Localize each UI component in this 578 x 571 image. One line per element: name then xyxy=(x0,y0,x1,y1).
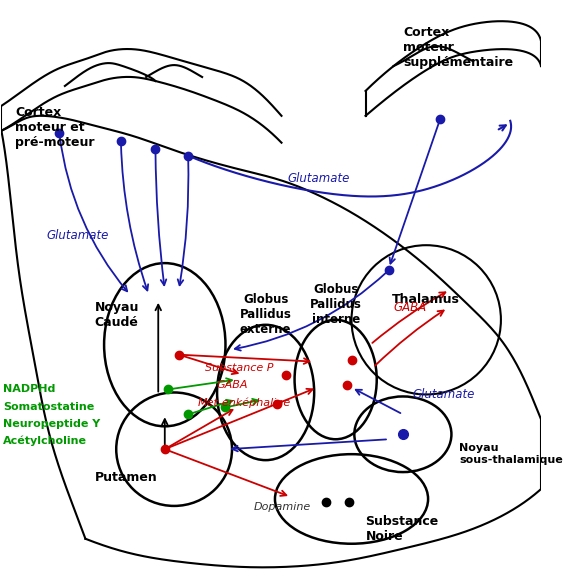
Text: Glutamate: Glutamate xyxy=(288,172,350,185)
Text: Neuropeptide Y: Neuropeptide Y xyxy=(3,419,101,429)
Text: Cortex
moteur et
pré-moteur: Cortex moteur et pré-moteur xyxy=(16,106,95,149)
Text: Noyau
Caudé: Noyau Caudé xyxy=(95,301,139,329)
Text: Noyau
sous-thalamique: Noyau sous-thalamique xyxy=(459,443,562,465)
Text: Globus
Pallidus
interne: Globus Pallidus interne xyxy=(310,283,362,327)
Text: GABA: GABA xyxy=(394,301,427,315)
Text: Acétylcholine: Acétylcholine xyxy=(3,436,87,447)
Text: Met-enképhaline: Met-enképhaline xyxy=(198,397,291,408)
Text: Dopamine: Dopamine xyxy=(254,502,311,512)
Text: Substance P: Substance P xyxy=(205,363,273,373)
Text: Somatostatine: Somatostatine xyxy=(3,403,95,412)
Text: Glutamate: Glutamate xyxy=(412,388,475,401)
Text: NADPHd: NADPHd xyxy=(3,384,55,395)
Text: Substance
Noire: Substance Noire xyxy=(365,515,439,543)
Text: Thalamus: Thalamus xyxy=(392,293,460,307)
Text: Glutamate: Glutamate xyxy=(46,229,109,242)
Text: Globus
Pallidus
externe: Globus Pallidus externe xyxy=(240,293,291,336)
Text: Cortex
moteur
supplémentaire: Cortex moteur supplémentaire xyxy=(403,26,513,69)
Text: GABA: GABA xyxy=(216,380,247,389)
Text: Putamen: Putamen xyxy=(95,471,158,484)
